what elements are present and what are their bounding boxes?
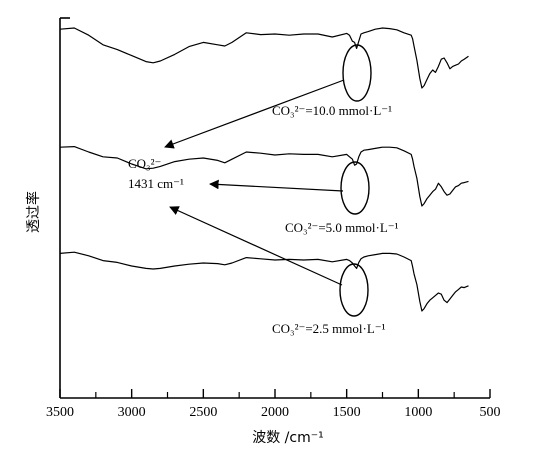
series-label-10: CO₃²⁻=10.0 mmol·L⁻¹ [272, 103, 392, 118]
arrow-from-10 [164, 79, 345, 149]
x-axis-label: 波数 /cm⁻¹ [252, 430, 324, 446]
x-tick-label-3000: 3000 [118, 405, 146, 420]
series-line-1 [59, 146, 469, 207]
x-tick-label-2500: 2500 [189, 405, 217, 420]
y-axis-label: 透过率 [25, 191, 42, 233]
peak-circle-2_5 [339, 263, 369, 317]
series-line-2 [59, 251, 469, 312]
peak-circle-10 [342, 44, 372, 102]
x-tick-labels: 3500 3000 2500 2000 1500 1000 500 [46, 405, 501, 420]
x-tick-label-3500: 3500 [46, 405, 74, 420]
series-label-2_5: CO₃²⁻=2.5 mmol·L⁻¹ [272, 321, 386, 336]
x-tick-label-500: 500 [480, 405, 501, 420]
x-tick-label-2000: 2000 [261, 405, 289, 420]
peak-circles [339, 44, 372, 317]
peak-wavenumber: 1431 cm⁻¹ [128, 176, 184, 191]
peak-arrows [164, 79, 345, 286]
peak-circle-5 [340, 161, 370, 215]
arrow-from-5 [209, 179, 344, 192]
peak-label: CO₃²⁻ [128, 156, 161, 171]
arrow-from-2_5 [169, 206, 343, 286]
series-group [59, 27, 469, 312]
x-tick-label-1500: 1500 [333, 405, 361, 420]
x-tick-label-1000: 1000 [404, 405, 432, 420]
x-ticks [59, 389, 491, 398]
series-line-0 [59, 27, 469, 89]
series-label-5: CO₃²⁻=5.0 mmol·L⁻¹ [285, 220, 399, 235]
